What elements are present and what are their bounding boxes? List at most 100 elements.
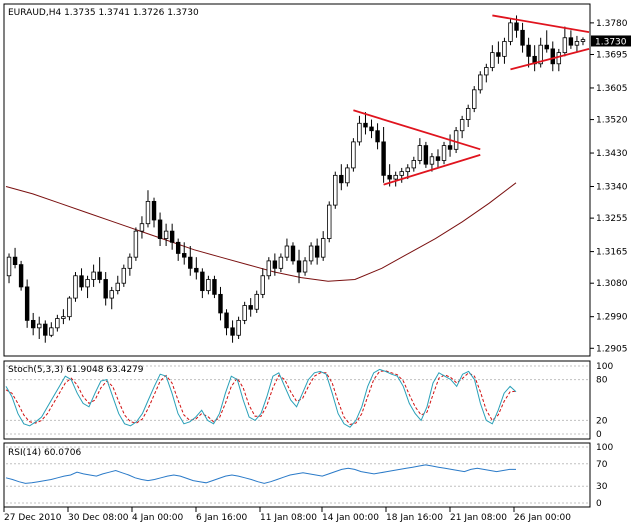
candle-body bbox=[538, 44, 543, 65]
date-tick-label: 21 Jan 08:00 bbox=[450, 513, 507, 523]
candle-body bbox=[79, 275, 84, 288]
rsi-line bbox=[5, 446, 588, 504]
candle-body bbox=[399, 171, 404, 176]
candle-body bbox=[290, 245, 296, 262]
date-tick-label: 26 Jan 00:00 bbox=[514, 513, 571, 523]
candle bbox=[266, 257, 272, 280]
candle-body bbox=[327, 204, 332, 239]
candle-body bbox=[242, 305, 247, 321]
candle-body bbox=[151, 200, 157, 221]
candle-body bbox=[133, 230, 139, 258]
candle-body bbox=[568, 37, 574, 46]
candle-body bbox=[574, 41, 580, 46]
candle bbox=[254, 290, 259, 313]
rsi-panel bbox=[3, 442, 591, 508]
candle bbox=[550, 41, 555, 72]
candle bbox=[562, 26, 568, 57]
candle bbox=[121, 264, 127, 287]
candle-body bbox=[544, 44, 549, 50]
stoch-signal-line bbox=[5, 370, 517, 426]
candle-body bbox=[200, 271, 205, 292]
triangle-1-upper-line bbox=[353, 109, 481, 151]
candle bbox=[441, 141, 447, 165]
candle bbox=[478, 71, 483, 94]
rsi-level-label: 100 bbox=[596, 443, 613, 453]
candle-body bbox=[369, 126, 374, 132]
candle-body bbox=[163, 230, 169, 239]
candle bbox=[30, 312, 36, 336]
candle bbox=[157, 212, 163, 247]
candle bbox=[538, 37, 543, 68]
current-price-label: 1.3730 bbox=[595, 37, 627, 47]
candle-body bbox=[284, 245, 290, 258]
candle bbox=[145, 190, 151, 228]
candle bbox=[103, 272, 108, 306]
candle bbox=[526, 37, 531, 68]
candle bbox=[320, 231, 326, 261]
candle bbox=[290, 242, 296, 265]
candle-body bbox=[381, 141, 386, 176]
rsi-level-label: 0 bbox=[596, 499, 602, 509]
triangle-2-upper-line bbox=[492, 14, 590, 34]
stoch-level-label: 20 bbox=[596, 416, 608, 426]
stoch-level-label: 0 bbox=[596, 430, 602, 440]
candle bbox=[236, 316, 241, 339]
candle-body bbox=[182, 253, 187, 258]
candle-body bbox=[351, 141, 356, 169]
candle-body bbox=[230, 327, 235, 336]
candle-body bbox=[121, 267, 127, 284]
candle bbox=[242, 301, 247, 325]
date-tick-label: 6 Jan 16:00 bbox=[196, 513, 248, 523]
candle bbox=[393, 171, 398, 187]
candle bbox=[333, 171, 338, 209]
candle bbox=[49, 322, 54, 338]
candle-body bbox=[212, 279, 217, 295]
candle bbox=[182, 242, 187, 265]
candle bbox=[91, 264, 96, 287]
candle bbox=[369, 119, 374, 139]
candle bbox=[574, 35, 580, 53]
candle bbox=[109, 286, 114, 310]
candle-body bbox=[393, 174, 398, 180]
candle-body bbox=[459, 119, 465, 132]
triangle-2-lower-line bbox=[510, 48, 590, 71]
candle bbox=[435, 149, 441, 168]
triangle-patterns bbox=[353, 14, 590, 186]
candle-body bbox=[405, 167, 410, 173]
candle bbox=[272, 253, 278, 276]
candle bbox=[278, 253, 284, 273]
candle bbox=[224, 309, 229, 336]
candle-body bbox=[224, 312, 229, 329]
candle-body bbox=[472, 89, 477, 109]
candle bbox=[127, 253, 133, 276]
date-tick-label: 11 Jan 08:00 bbox=[260, 513, 317, 523]
candle-body bbox=[12, 256, 18, 266]
candle-body bbox=[345, 167, 350, 184]
price-tick-label: 1.3605 bbox=[596, 84, 628, 94]
candle bbox=[212, 275, 217, 299]
candle bbox=[568, 30, 574, 49]
candle bbox=[496, 41, 501, 64]
candle-body bbox=[109, 290, 114, 299]
candle-body bbox=[478, 74, 483, 91]
candle-body bbox=[490, 52, 495, 68]
candle-body bbox=[502, 41, 507, 57]
candle-body bbox=[272, 260, 278, 269]
stoch-level-label: 100 bbox=[596, 362, 613, 372]
candle bbox=[490, 45, 495, 72]
date-tick-label: 30 Dec 08:00 bbox=[68, 513, 129, 523]
candle-body bbox=[520, 29, 525, 46]
candle-body bbox=[508, 22, 513, 42]
candle-body bbox=[55, 318, 60, 329]
candle-body bbox=[188, 256, 193, 269]
current-price-marker: 1.3730 bbox=[591, 35, 631, 47]
candle bbox=[79, 268, 84, 291]
candle bbox=[339, 164, 344, 191]
candle bbox=[351, 138, 356, 172]
candle-body bbox=[97, 271, 102, 280]
candle bbox=[55, 314, 60, 332]
candle bbox=[97, 257, 102, 284]
date-tick-label: 27 Dec 2010 bbox=[4, 513, 62, 523]
price-tick-label: 1.2990 bbox=[596, 313, 628, 323]
